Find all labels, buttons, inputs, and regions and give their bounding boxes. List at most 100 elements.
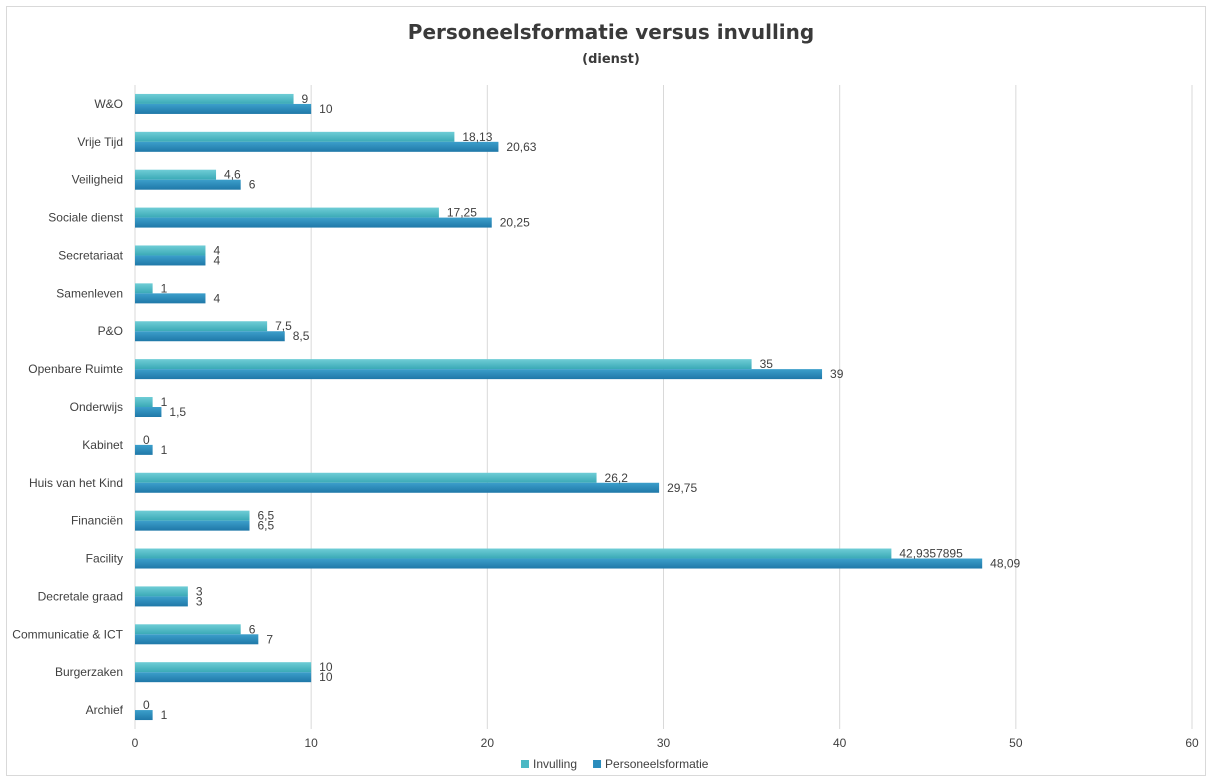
bar-invulling: [135, 283, 153, 294]
bar-invulling: [135, 207, 439, 218]
chart-subtitle: (dienst): [582, 52, 640, 67]
data-label: 4,6: [224, 168, 241, 182]
x-tick-label: 50: [1009, 736, 1023, 750]
data-label: 29,75: [667, 481, 697, 495]
data-label: 4: [213, 253, 220, 267]
bar-personeelsformatie: [135, 369, 823, 380]
data-label: 4: [213, 243, 220, 257]
data-label: 10: [319, 660, 333, 674]
category-label: Kabinet: [82, 438, 123, 452]
bar-invulling: [135, 662, 312, 673]
bar-invulling: [135, 586, 188, 597]
chart-title: Personeelsformatie versus invulling: [408, 20, 814, 44]
x-tick-label: 0: [132, 736, 139, 750]
data-label: 35: [760, 357, 774, 371]
x-tick-label: 30: [657, 736, 671, 750]
data-label: 42,9357895: [899, 547, 963, 561]
bar-personeelsformatie: [135, 482, 660, 493]
legend: Invulling Personeelsformatie: [521, 757, 709, 771]
data-label: 1: [161, 443, 168, 457]
bar-invulling: [135, 131, 455, 142]
category-label: Burgerzaken: [55, 665, 123, 679]
category-label: Financiën: [71, 514, 123, 528]
data-label: 18,13: [462, 130, 492, 144]
bar-personeelsformatie: [135, 558, 983, 569]
data-label: 0: [143, 698, 150, 712]
bar-personeelsformatie: [135, 407, 162, 417]
data-label: 9: [302, 92, 309, 106]
bar-personeelsformatie: [135, 520, 250, 531]
data-label: 1,5: [169, 405, 186, 419]
category-label: Veiligheid: [72, 173, 123, 187]
data-label: 3: [196, 584, 203, 598]
x-tick-label: 60: [1185, 736, 1199, 750]
bar-invulling: [135, 548, 892, 559]
legend-swatch: [593, 760, 602, 768]
data-label: 1: [161, 708, 168, 722]
category-label: W&O: [94, 97, 123, 111]
grid-layer: 0 10 20 30 40 50 60: [132, 85, 1199, 750]
chart-svg: Personeelsformatie versus invulling (die…: [12, 20, 1199, 771]
category-label: Sociale dienst: [48, 211, 123, 225]
data-label: 6: [249, 178, 256, 192]
bar-invulling: [135, 169, 217, 180]
chart-frame: Personeelsformatie versus invulling (die…: [6, 6, 1206, 776]
x-tick-label: 40: [833, 736, 847, 750]
category-label: Facility: [86, 552, 123, 566]
data-label: 6,5: [258, 509, 275, 523]
category-label: Openbare Ruimte: [28, 362, 123, 376]
category-label: Samenleven: [56, 286, 123, 300]
bar-invulling: [135, 245, 206, 256]
category-label: Huis van het Kind: [29, 476, 123, 490]
data-label: 10: [319, 102, 333, 116]
data-label: 39: [830, 367, 844, 381]
data-label: 6: [249, 622, 256, 636]
data-label: 4: [213, 291, 220, 305]
bar-invulling: [135, 624, 241, 635]
data-label: 7,5: [275, 319, 292, 333]
data-label: 26,2: [605, 471, 629, 485]
bar-personeelsformatie: [135, 710, 153, 721]
bar-personeelsformatie: [135, 255, 206, 266]
bar-personeelsformatie: [135, 179, 241, 190]
bar-personeelsformatie: [135, 293, 206, 304]
bar-personeelsformatie: [135, 103, 312, 114]
legend-swatch: [521, 760, 529, 768]
data-label: 10: [319, 670, 333, 684]
data-label: 8,5: [293, 329, 310, 343]
data-label: 17,25: [447, 206, 477, 220]
bar-invulling: [135, 93, 294, 104]
category-label: Communicatie & ICT: [12, 627, 123, 641]
category-label: P&O: [98, 324, 123, 338]
data-label: 6,5: [258, 519, 275, 533]
data-label: 3: [196, 594, 203, 608]
category-label: Onderwijs: [70, 400, 123, 414]
data-label: 48,09: [990, 557, 1020, 571]
bar-invulling: [135, 359, 752, 370]
bar-invulling: [135, 510, 250, 521]
data-label: 20,63: [506, 140, 536, 154]
category-label: Secretariaat: [58, 248, 123, 262]
data-label: 20,25: [500, 216, 530, 230]
bar-personeelsformatie: [135, 672, 312, 683]
legend-label: Invulling: [533, 757, 577, 771]
category-label: Decretale graad: [38, 589, 123, 603]
bar-personeelsformatie: [135, 634, 259, 645]
bar-personeelsformatie: [135, 596, 188, 607]
bars-layer: [135, 93, 983, 721]
bar-personeelsformatie: [135, 141, 499, 152]
bar-personeelsformatie: [135, 444, 153, 455]
x-tick-label: 20: [481, 736, 495, 750]
data-label: 1: [161, 395, 168, 409]
bar-invulling: [135, 472, 597, 483]
data-label: 7: [266, 632, 273, 646]
bar-invulling: [135, 321, 268, 332]
data-label: 1: [161, 281, 168, 295]
x-tick-label: 10: [304, 736, 318, 750]
data-label: 0: [143, 433, 150, 447]
bar-personeelsformatie: [135, 331, 285, 342]
bar-invulling: [135, 397, 153, 407]
category-label: Vrije Tijd: [77, 135, 123, 149]
bar-personeelsformatie: [135, 217, 492, 228]
